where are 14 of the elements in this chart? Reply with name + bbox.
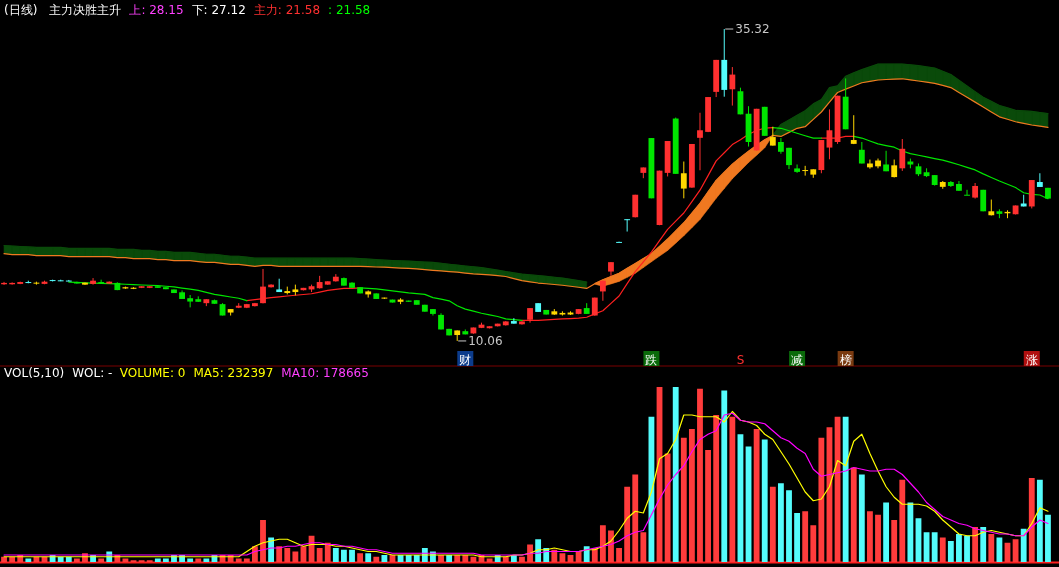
title: VOL(5,10) (4, 366, 65, 380)
annotation: 10.06 (468, 333, 503, 348)
text: 上: 28.15 (129, 3, 184, 17)
text: 主力: 21.58 (253, 3, 321, 17)
text: S (736, 353, 745, 367)
text: : 21.58 (328, 3, 371, 17)
text: VOLUME: 0 (119, 366, 186, 380)
subtitle: 主力决胜主升 (49, 3, 122, 17)
text: MA5: 232397 (193, 366, 274, 380)
text: 下: 27.12 (191, 3, 246, 17)
text: WOL: - (72, 366, 113, 380)
annotation: 35.32 (735, 22, 770, 37)
title: (日线) (4, 3, 38, 17)
text: MA10: 178665 (281, 366, 369, 380)
